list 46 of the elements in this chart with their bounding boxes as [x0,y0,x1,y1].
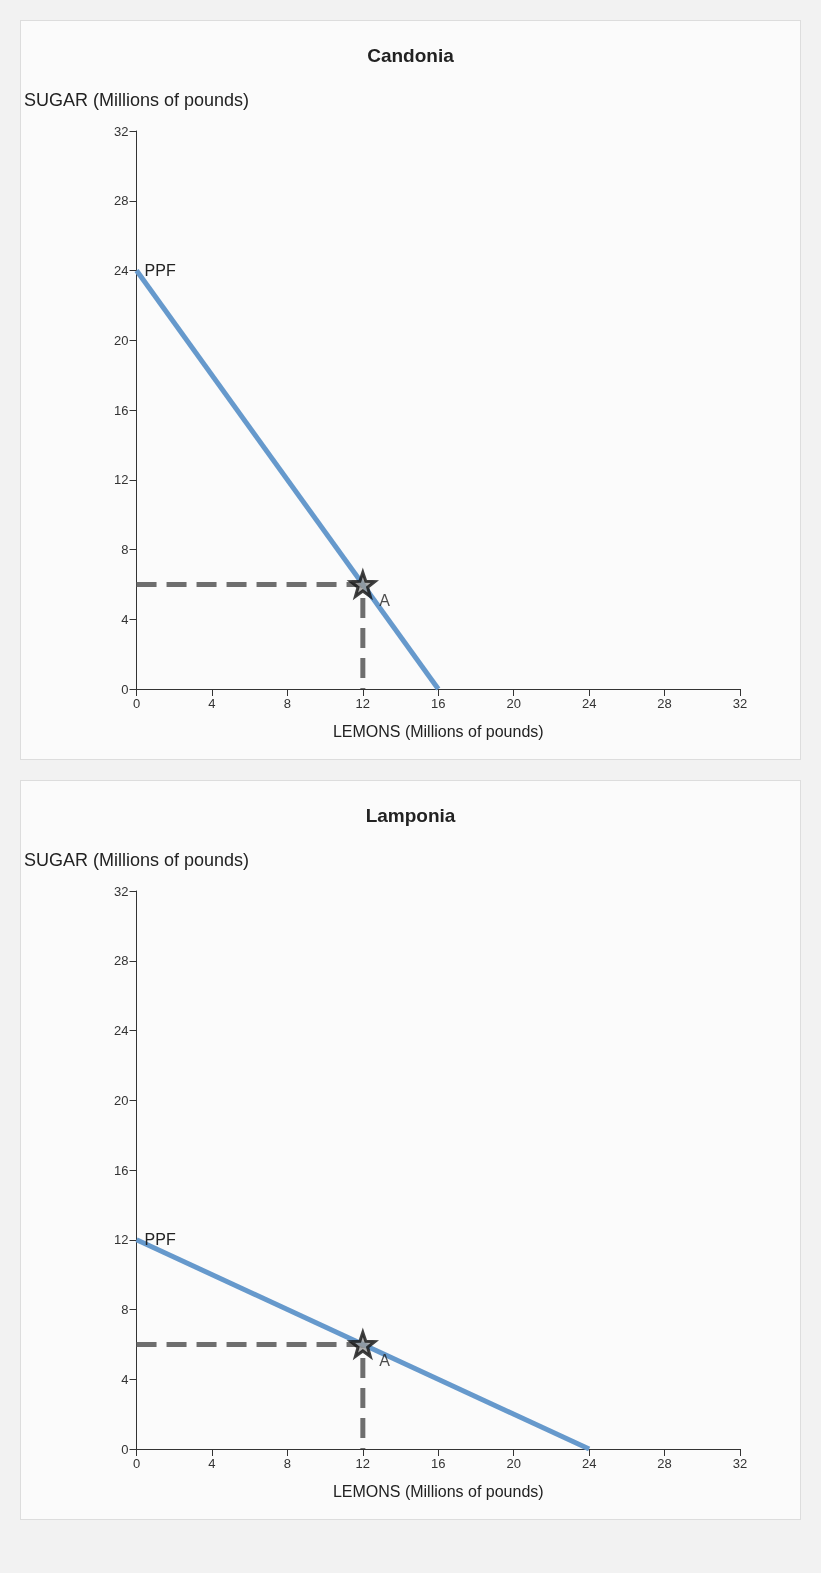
y-tick-label: 16 [114,1162,129,1178]
x-tick-label: 8 [283,1456,292,1471]
x-tick-label: 28 [657,1456,672,1471]
x-tick-label: 20 [506,696,521,711]
y-tick-label: 32 [114,883,129,899]
chart-title: Candonia [367,45,455,66]
y-tick-label: 8 [121,542,129,557]
y-axis-title: SUGAR (Millions of pounds) [23,90,250,110]
y-tick-label: 28 [114,953,129,969]
x-tick-label: 8 [283,696,292,711]
x-tick-label: 16 [431,1456,446,1471]
y-tick-label: 28 [114,193,129,209]
y-tick-label: 24 [114,1023,129,1038]
chart-title: Lamponia [365,805,456,826]
x-tick-label: 12 [355,1456,371,1471]
x-tick-label: 12 [355,696,371,711]
x-axis-title: LEMONS (Millions of pounds) [332,1482,544,1500]
y-tick-label: 0 [121,681,129,697]
series-label: PPF [144,262,176,279]
x-tick-label: 0 [132,1456,141,1471]
x-axis-title: LEMONS (Millions of pounds) [332,722,544,740]
y-tick-label: 12 [114,1232,129,1248]
x-tick-label: 20 [506,1456,521,1471]
y-tick-label: 32 [114,123,129,139]
y-tick-label: 12 [114,472,129,488]
x-tick-label: 32 [732,696,748,711]
y-tick-label: 4 [121,1371,129,1387]
x-tick-label: 24 [581,1456,597,1471]
x-tick-label: 28 [657,696,672,711]
y-tick-label: 8 [121,1302,129,1317]
x-tick-label: 4 [208,696,216,711]
y-tick-label: 0 [121,1441,129,1457]
x-tick-label: 16 [431,696,446,711]
x-tick-label: 24 [581,696,597,711]
y-axis-title: SUGAR (Millions of pounds) [23,850,250,870]
x-tick-label: 4 [208,1456,216,1471]
x-tick-label: 0 [132,696,141,711]
y-tick-label: 20 [114,332,129,348]
y-tick-label: 4 [121,611,129,627]
series-label: PPF [144,1231,176,1249]
series-label: A [379,592,391,610]
y-tick-label: 16 [114,402,129,418]
y-tick-label: 24 [114,263,129,278]
y-tick-label: 20 [114,1092,129,1108]
series-label: A [379,1352,391,1370]
x-tick-label: 32 [732,1456,748,1471]
